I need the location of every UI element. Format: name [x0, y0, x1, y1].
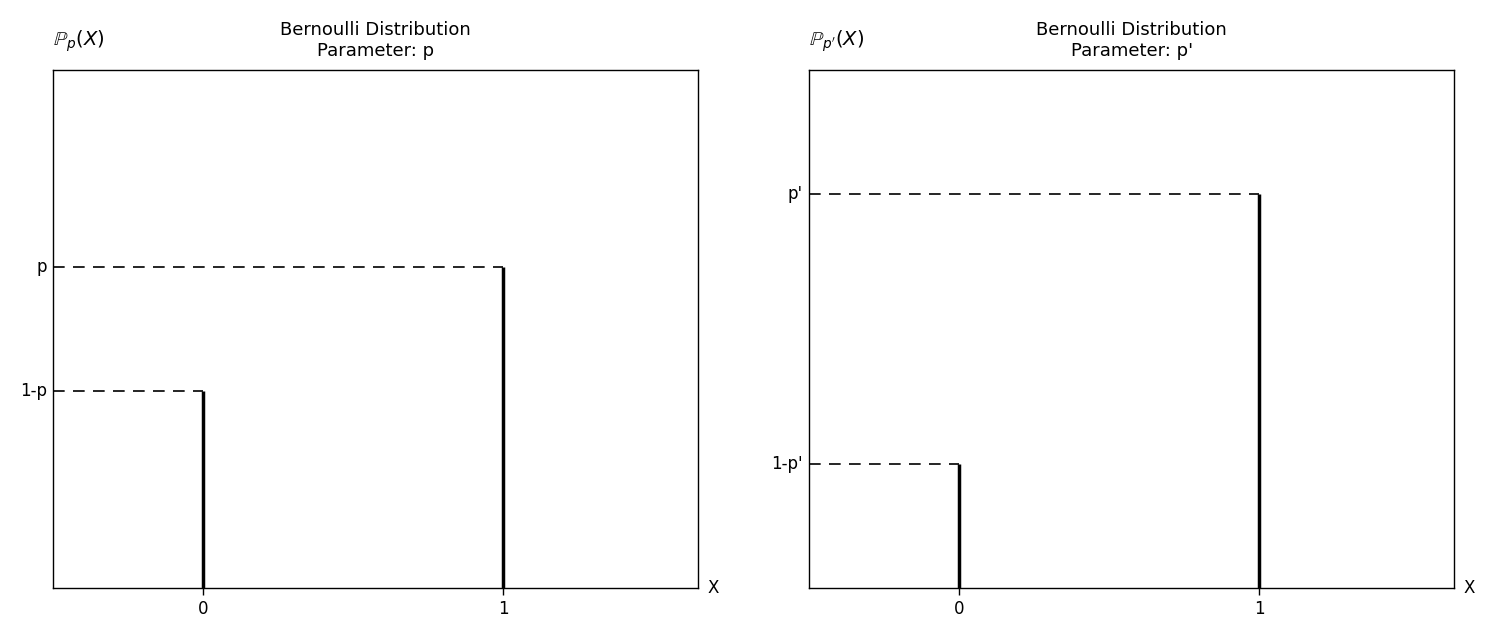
Text: 1-p: 1-p	[19, 382, 46, 400]
Text: 1-p': 1-p'	[771, 455, 802, 473]
Text: p': p'	[787, 185, 802, 203]
Text: $\mathbb{P}_{p'}(X)$: $\mathbb{P}_{p'}(X)$	[808, 29, 864, 54]
Title: Bernoulli Distribution
Parameter: p: Bernoulli Distribution Parameter: p	[279, 21, 471, 59]
Text: X: X	[1464, 580, 1475, 597]
Text: $\mathbb{P}_p(X)$: $\mathbb{P}_p(X)$	[52, 29, 105, 54]
Title: Bernoulli Distribution
Parameter: p': Bernoulli Distribution Parameter: p'	[1037, 21, 1227, 59]
Text: p: p	[36, 258, 46, 275]
Text: X: X	[707, 580, 719, 597]
